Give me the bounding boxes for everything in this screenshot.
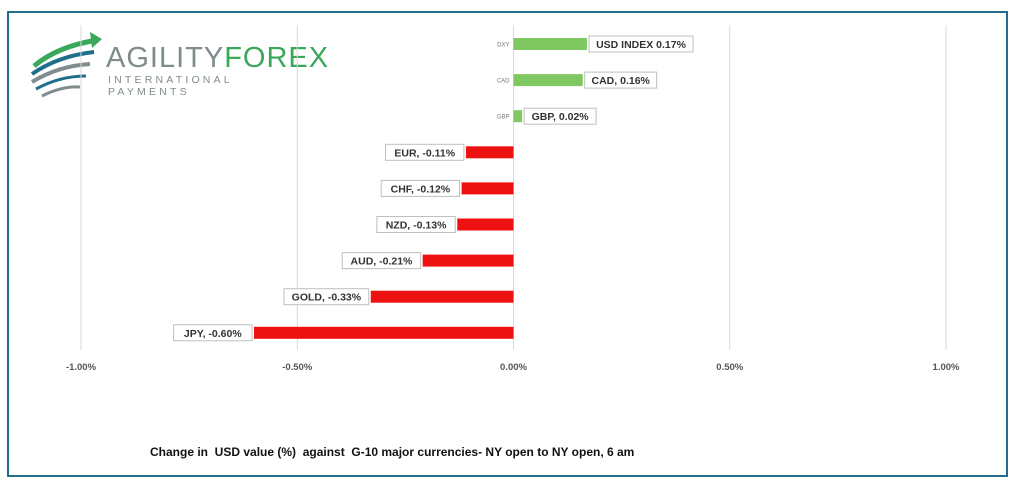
x-tick-label: 0.00% bbox=[500, 362, 527, 373]
bar bbox=[370, 290, 514, 303]
data-label: AUD, -0.21% bbox=[351, 256, 414, 268]
bar bbox=[513, 110, 523, 123]
x-tick-label: -0.50% bbox=[282, 362, 313, 373]
data-label-box bbox=[523, 107, 597, 125]
data-label: CHF, -0.12% bbox=[391, 183, 451, 195]
x-tick-label: 1.00% bbox=[933, 362, 960, 373]
data-label-box bbox=[584, 71, 658, 89]
data-label-box bbox=[385, 143, 465, 161]
x-tick-label: -1.00% bbox=[66, 362, 97, 373]
bar bbox=[513, 74, 583, 87]
chart-caption: Change in USD value (%) against G-10 maj… bbox=[150, 445, 635, 459]
chart-frame bbox=[7, 11, 1008, 477]
data-label-box bbox=[173, 324, 253, 342]
bar bbox=[254, 326, 514, 339]
data-label-box bbox=[376, 216, 456, 233]
data-label: EUR, -0.11% bbox=[394, 147, 455, 159]
data-label-box bbox=[588, 35, 694, 53]
data-label: USD INDEX 0.17% bbox=[596, 39, 687, 51]
x-tick-label: 0.50% bbox=[716, 362, 743, 373]
data-label: NZD, -0.13% bbox=[386, 220, 447, 232]
category-label: CAD bbox=[497, 79, 510, 85]
bar bbox=[465, 146, 514, 159]
data-label: GOLD, -0.33% bbox=[292, 292, 362, 304]
data-label-box bbox=[341, 252, 422, 270]
data-label-box bbox=[283, 288, 370, 306]
bar bbox=[422, 254, 514, 267]
brand-name: AGILITYFOREX bbox=[106, 42, 330, 74]
bar bbox=[513, 38, 588, 50]
data-label-box bbox=[380, 179, 461, 197]
data-label: GBP, 0.02% bbox=[532, 111, 590, 123]
data-label: JPY, -0.60% bbox=[184, 328, 242, 340]
brand-logo: AGILITYFOREX INTERNATIONAL PAYMENTS bbox=[28, 24, 328, 104]
category-label: DXY bbox=[497, 43, 509, 49]
data-label: CAD, 0.16% bbox=[592, 75, 651, 87]
category-label: GBP bbox=[497, 115, 510, 121]
globe-swoosh-icon bbox=[30, 32, 102, 98]
bar bbox=[457, 218, 514, 231]
brand-tagline: INTERNATIONAL PAYMENTS bbox=[108, 74, 233, 98]
bar bbox=[461, 182, 514, 195]
